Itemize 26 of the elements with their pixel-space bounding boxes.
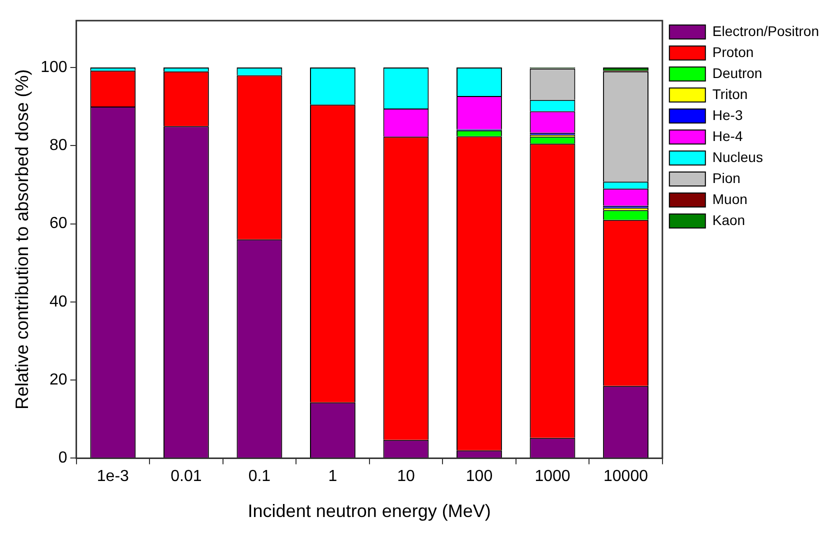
- y-axis-title: Relative contribution to absorbed dose (%): [12, 69, 32, 410]
- x-tick-label: 100: [466, 468, 493, 486]
- y-tick-label: 80: [50, 137, 68, 154]
- x-tick-label: 1: [328, 468, 338, 486]
- x-tick-label: 1e-3: [96, 468, 130, 486]
- y-tick-label: 0: [58, 450, 68, 467]
- x-tick-label: 0.1: [248, 468, 271, 486]
- y-tick-label: 60: [50, 215, 68, 232]
- y-tick-label: 100: [40, 58, 68, 76]
- x-tick-label: 10: [397, 468, 415, 486]
- legend-label: Muon: [712, 190, 748, 207]
- legend-label: Pion: [712, 170, 740, 186]
- legend-label: Deutron: [712, 64, 762, 81]
- legend-label: Electron/Positron: [712, 22, 820, 39]
- x-tick-label: 10000: [604, 468, 648, 486]
- y-tick-label: 40: [50, 293, 68, 310]
- x-tick-label: 1000: [534, 468, 570, 486]
- legend-label: Triton: [712, 86, 748, 102]
- legend-label: Nucleus: [712, 148, 763, 165]
- legend-label: He-3: [712, 106, 743, 123]
- legend-label: Proton: [712, 44, 754, 60]
- legend-label: Kaon: [712, 212, 746, 228]
- legend-label: He-4: [712, 128, 743, 144]
- x-tick-label: 0.01: [170, 468, 202, 486]
- x-axis-title: Incident neutron energy (MeV): [248, 501, 491, 522]
- y-tick-label: 20: [50, 371, 68, 388]
